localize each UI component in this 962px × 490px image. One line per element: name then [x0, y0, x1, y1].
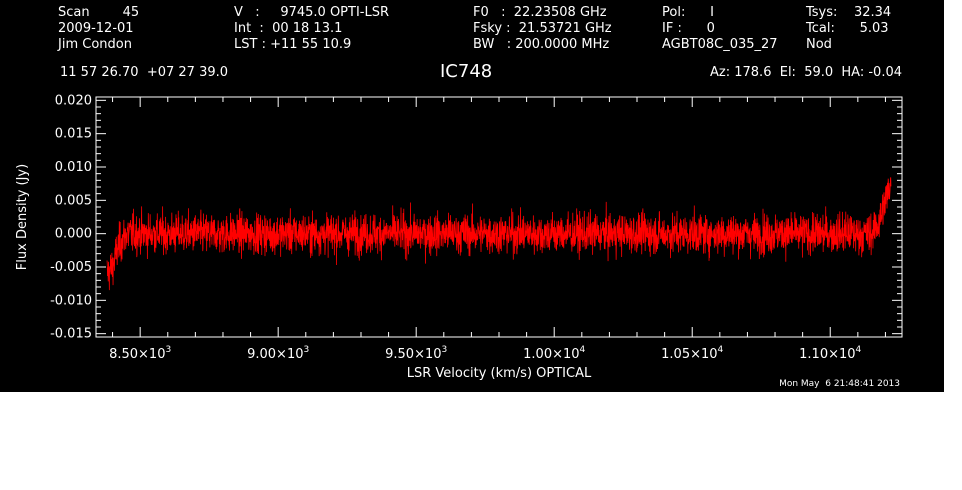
y-tick-label: 0.000	[55, 227, 92, 242]
header-date: 2009-12-01	[58, 21, 134, 36]
spectrum-plot: -0.015 -0.010 -0.005 0.000 0.005 0.010 0.015 0.…	[15, 93, 903, 381]
x-tick-label: 1.10×104	[799, 345, 861, 362]
header-observer: Jim Condon	[58, 37, 132, 52]
y-tick-label: 0.005	[55, 193, 92, 208]
plot-frame	[95, 96, 903, 338]
x-axis-ticks: 8.50×103 9.00×103 9.50×103 1.00×104 1.05×104…	[109, 97, 886, 362]
y-tick-label: 0.015	[55, 127, 92, 142]
source-name: IC748	[440, 61, 493, 82]
y-tick-label: -0.005	[50, 260, 92, 275]
header-procedure: Nod	[806, 37, 832, 52]
header-bandwidth: BW : 200.0000 MHz	[473, 37, 610, 52]
y-tick-label: 0.020	[55, 93, 92, 108]
y-tick-label: -0.010	[50, 293, 92, 308]
plot-axes	[95, 96, 903, 338]
y-axis-ticks: -0.015 -0.010 -0.005 0.000 0.005 0.010 0.015 0.…	[50, 93, 902, 342]
y-tick-label: -0.015	[50, 327, 92, 342]
x-axis-label: LSR Velocity (km/s) OPTICAL	[407, 366, 592, 381]
header-integration: Int : 00 18 13.1	[234, 21, 343, 36]
spectrum-trace	[106, 177, 892, 291]
header-sky-freq: Fsky : 21.53721 GHz	[473, 21, 612, 36]
pointing-info: Az: 178.6 El: 59.0 HA: -0.04	[710, 65, 902, 80]
x-tick-label: 9.00×103	[247, 345, 309, 362]
x-tick-label: 1.00×104	[523, 345, 585, 362]
header-if: IF : 0	[662, 21, 715, 36]
x-tick-label: 1.05×104	[661, 345, 723, 362]
header-velocity: V : 9745.0 OPTI-LSR	[234, 5, 390, 20]
source-coordinates: 11 57 26.70 +07 27 39.0	[60, 65, 229, 80]
y-axis-label: Flux Density (Jy)	[15, 164, 30, 270]
spectrum-trace-group	[106, 177, 892, 291]
x-tick-label: 8.50×103	[109, 345, 171, 362]
header-project: AGBT08C_035_27	[662, 37, 778, 52]
header-scan: Scan 45	[58, 5, 140, 20]
plot-panel: Scan 45 2009-12-01 Jim Condon V : 9745.0…	[0, 0, 944, 392]
x-tick-label: 9.50×103	[385, 345, 447, 362]
header-lst: LST : +11 55 10.9	[234, 37, 352, 52]
header-rest-freq: F0 : 22.23508 GHz	[473, 5, 607, 20]
header-tcal: Tcal: 5.03	[806, 21, 889, 36]
header-pol: Pol: I	[662, 5, 714, 20]
header-tsys: Tsys: 32.34	[806, 5, 892, 20]
y-tick-label: 0.010	[55, 160, 92, 175]
plot-timestamp: Mon May 6 21:48:41 2013	[779, 379, 900, 389]
